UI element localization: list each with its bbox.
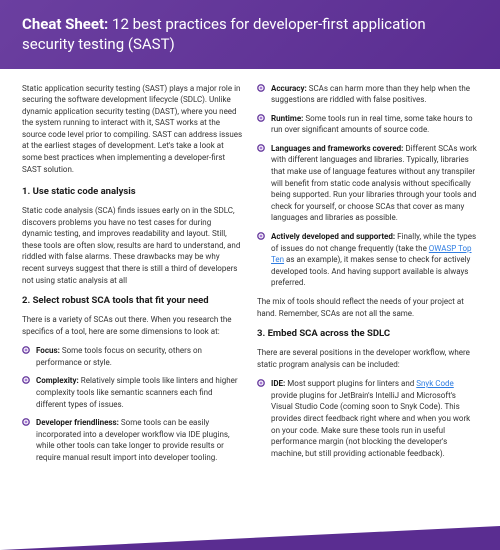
target-icon [257, 114, 265, 122]
content-area: Static application security testing (SAS… [0, 69, 500, 471]
bullet-languages: Languages and frameworks covered: Differ… [257, 143, 478, 224]
header-title-bold: Cheat Sheet: [22, 15, 108, 33]
section-2-lead: There is a variety of SCAs out there. Wh… [22, 314, 243, 337]
footer-accent [0, 526, 500, 550]
target-icon [257, 144, 265, 152]
bullet-complexity: Complexity: Relatively simple tools like… [22, 375, 243, 410]
target-icon [22, 376, 30, 384]
header-banner: Cheat Sheet: 12 best practices for devel… [0, 0, 500, 69]
target-icon [257, 84, 265, 92]
bullet-text: Accuracy: SCAs can harm more than they h… [271, 83, 478, 106]
section-1-title: 1. Use static code analysis [22, 185, 243, 199]
bullet-runtime: Runtime: Some tools run in real time, so… [257, 113, 478, 136]
bullet-focus: Focus: Some tools focus on security, oth… [22, 345, 243, 368]
section-1-body: Static code analysis (SCA) finds issues … [22, 205, 243, 286]
bullet-accuracy: Accuracy: SCAs can harm more than they h… [257, 83, 478, 106]
snyk-code-link[interactable]: Snyk Code [416, 379, 454, 388]
section-3-lead: There are several positions in the devel… [257, 347, 478, 370]
bullet-text: Runtime: Some tools run in real time, so… [271, 113, 478, 136]
target-icon [257, 232, 265, 240]
bullet-ide: IDE: Most support plugins for linters an… [257, 378, 478, 459]
target-icon [22, 418, 30, 426]
bullet-text: Languages and frameworks covered: Differ… [271, 143, 478, 224]
bullet-text: Developer friendliness: Some tools can b… [36, 417, 243, 463]
bullet-text: Focus: Some tools focus on security, oth… [36, 345, 243, 368]
bullet-active: Actively developed and supported: Finall… [257, 231, 478, 289]
column-left: Static application security testing (SAS… [22, 83, 243, 471]
section-2-tail: The mix of tools should reflect the need… [257, 296, 478, 319]
bullet-dev-friendliness: Developer friendliness: Some tools can b… [22, 417, 243, 463]
intro-paragraph: Static application security testing (SAS… [22, 83, 243, 176]
section-3-title: 3. Embed SCA across the SDLC [257, 327, 478, 341]
column-right: Accuracy: SCAs can harm more than they h… [257, 83, 478, 471]
target-icon [257, 379, 265, 387]
target-icon [22, 346, 30, 354]
bullet-text: Complexity: Relatively simple tools like… [36, 375, 243, 410]
bullet-text: IDE: Most support plugins for linters an… [271, 378, 478, 459]
bullet-text: Actively developed and supported: Finall… [271, 231, 478, 289]
section-2-title: 2. Select robust SCA tools that fit your… [22, 294, 243, 308]
